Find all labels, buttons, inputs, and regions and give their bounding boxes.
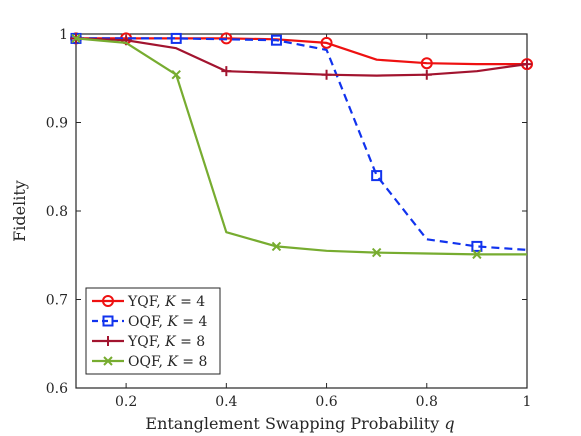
legend-marker xyxy=(102,315,114,327)
series-line xyxy=(76,37,527,66)
y-tick-label: 0.6 xyxy=(46,381,68,397)
data-point xyxy=(171,70,181,80)
series-line xyxy=(75,37,527,256)
data-point xyxy=(321,69,332,80)
x-tick-label: 1 xyxy=(523,394,532,410)
y-tick-label: 0.7 xyxy=(46,293,68,309)
data-point xyxy=(71,33,81,44)
series-layer xyxy=(70,32,533,260)
data-point xyxy=(472,249,482,260)
x-tick-label: 0.2 xyxy=(115,394,137,410)
data-point xyxy=(420,57,433,70)
legend-label: YQF, K = 4 xyxy=(127,294,205,310)
legend-label: OQF, K = 4 xyxy=(128,314,207,330)
legend-item: YQF, K = 4 xyxy=(92,294,205,310)
x-tick-label: 0.4 xyxy=(215,394,237,410)
data-point xyxy=(221,66,232,77)
y-tick-label: 0.8 xyxy=(46,204,68,220)
data-point xyxy=(271,241,282,252)
legend-marker xyxy=(103,336,113,346)
series-line xyxy=(75,37,528,77)
legend-item: OQF, K = 4 xyxy=(92,314,207,330)
y-tick-label: 1 xyxy=(59,27,68,43)
data-point xyxy=(522,59,532,70)
data-point xyxy=(421,69,432,80)
data-point xyxy=(371,170,383,182)
data-point xyxy=(170,32,182,44)
x-axis-label: Entanglement Swapping Probability q xyxy=(145,414,454,433)
data-point xyxy=(371,247,382,258)
series-line xyxy=(76,37,528,251)
y-tick-label: 0.9 xyxy=(46,116,68,132)
legend-item: YQF, K = 8 xyxy=(92,334,205,350)
axes: 0.2 0.4 0.6 0.8 1 0.6 0.7 0.8 0.9 1 xyxy=(46,27,532,410)
data-point xyxy=(471,240,483,252)
y-axis-label: Fidelity xyxy=(10,180,29,242)
x-tick-label: 0.6 xyxy=(315,394,337,410)
x-tick-label: 0.8 xyxy=(416,394,438,410)
legend-item: OQF, K = 8 xyxy=(92,354,207,370)
legend-label: YQF, K = 8 xyxy=(127,334,205,350)
data-point xyxy=(320,36,333,49)
legend-marker xyxy=(103,356,113,366)
legend-marker xyxy=(102,295,114,307)
legend: YQF, K = 4 OQF, K = 4 YQF, K = 8 OQF, K = 8 xyxy=(85,287,221,375)
data-point xyxy=(270,34,282,46)
legend-label: OQF, K = 8 xyxy=(128,354,207,370)
series-3 xyxy=(71,33,527,260)
